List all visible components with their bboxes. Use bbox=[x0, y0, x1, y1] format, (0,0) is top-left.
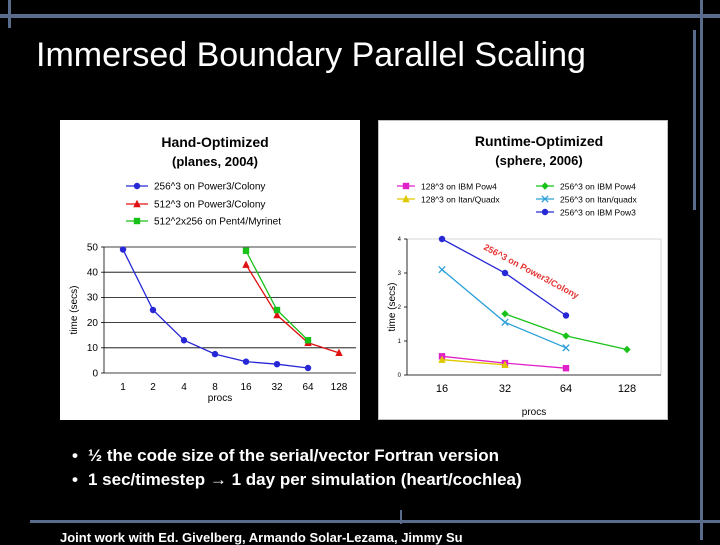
x-tick-label: 4 bbox=[181, 382, 187, 393]
x-tick-label: 2 bbox=[150, 382, 156, 393]
chart-title: Runtime-Optimized bbox=[475, 133, 603, 149]
data-point bbox=[501, 269, 509, 277]
series-line bbox=[245, 250, 309, 341]
legend-label: 256^3 on Power3/Colony bbox=[154, 182, 265, 193]
slide-title: Immersed Boundary Parallel Scaling bbox=[36, 36, 586, 74]
x-tick-label: 128 bbox=[331, 382, 348, 393]
data-point bbox=[242, 260, 250, 268]
bullet-text: 1 sec/timestep → 1 day per simulation (h… bbox=[88, 470, 522, 489]
bottom-divider-tick bbox=[400, 510, 402, 524]
bullet-item: • 1 sec/timestep → 1 day per simulation (… bbox=[72, 470, 522, 489]
y-tick-label: 1 bbox=[398, 339, 402, 345]
series-line bbox=[441, 359, 506, 366]
data-point bbox=[562, 365, 570, 372]
top-border-bar bbox=[0, 14, 720, 18]
chart-subtitle: (sphere, 2006) bbox=[495, 153, 582, 168]
data-point bbox=[273, 306, 281, 314]
legend-label: 512^2x256 on Pent4/Myrinet bbox=[154, 217, 281, 228]
footer-credits: Joint work with Ed. Givelberg, Armando S… bbox=[60, 530, 463, 545]
y-axis-title: time (secs) bbox=[387, 283, 398, 332]
x-axis-title: procs bbox=[208, 393, 232, 404]
legend-label: 256^3 on IBM Pow3 bbox=[560, 208, 636, 218]
data-point bbox=[242, 358, 250, 365]
data-point bbox=[335, 348, 343, 357]
legend-marker bbox=[402, 182, 410, 190]
data-point bbox=[438, 265, 446, 274]
y-axis-title: time (secs) bbox=[69, 286, 80, 335]
y-tick-label: 40 bbox=[87, 268, 99, 279]
data-point bbox=[211, 350, 219, 358]
hand-optimized-chart: Hand-Optimized (planes, 2004) 256^3 on Pow… bbox=[69, 134, 356, 404]
series-line bbox=[504, 313, 628, 351]
data-point bbox=[562, 344, 570, 352]
legend-marker bbox=[133, 199, 141, 208]
y-tick-label: 0 bbox=[92, 368, 98, 379]
x-tick-label: 16 bbox=[436, 383, 448, 395]
legend-marker bbox=[133, 182, 141, 190]
legend-label: 256^3 on IBM Pow4 bbox=[560, 182, 636, 192]
y-tick-label: 20 bbox=[87, 318, 99, 329]
right-accent-bar-2 bbox=[693, 30, 696, 210]
runtime-optimized-chart-panel: Runtime-Optimized (sphere, 2006) 128^3 on … bbox=[378, 120, 668, 420]
series-line bbox=[245, 264, 340, 354]
data-point bbox=[149, 306, 157, 314]
data-point bbox=[562, 312, 570, 319]
x-tick-label: 8 bbox=[212, 382, 218, 393]
data-point bbox=[304, 364, 312, 372]
legend-label: 128^3 on Itan/Quadx bbox=[421, 195, 500, 205]
legend-marker bbox=[541, 182, 549, 190]
runtime-optimized-chart: Runtime-Optimized (sphere, 2006) 128^3 on … bbox=[387, 133, 662, 418]
legend-label: 512^3 on Power3/Colony bbox=[154, 200, 265, 211]
data-point bbox=[438, 235, 446, 243]
y-tick-label: 50 bbox=[87, 242, 99, 253]
chart-subtitle: (planes, 2004) bbox=[172, 154, 258, 169]
x-axis-title: procs bbox=[522, 407, 546, 418]
data-point bbox=[242, 247, 250, 254]
y-tick-label: 0 bbox=[398, 373, 402, 379]
bottom-border-bar bbox=[30, 520, 720, 523]
data-point bbox=[501, 310, 509, 318]
chart-title: Hand-Optimized bbox=[161, 134, 268, 150]
data-point bbox=[501, 360, 509, 368]
left-accent-bar bbox=[8, 0, 11, 28]
data-point bbox=[623, 345, 631, 354]
hand-optimized-chart-panel: Hand-Optimized (planes, 2004) 256^3 on Pow… bbox=[60, 120, 360, 420]
x-tick-label: 32 bbox=[499, 383, 511, 395]
legend-marker bbox=[541, 208, 549, 216]
data-point bbox=[119, 246, 127, 253]
legend-marker bbox=[133, 217, 141, 225]
y-tick-label: 10 bbox=[87, 343, 99, 354]
x-tick-label: 128 bbox=[618, 383, 636, 395]
legend-label: 256^3 on Itan/quadx bbox=[560, 195, 638, 205]
x-tick-label: 1 bbox=[120, 382, 126, 393]
legend-label: 128^3 on IBM Pow4 bbox=[421, 182, 497, 192]
data-point bbox=[304, 337, 312, 344]
data-point bbox=[562, 332, 570, 340]
x-tick-label: 16 bbox=[240, 382, 252, 393]
x-tick-label: 64 bbox=[302, 382, 314, 393]
x-tick-label: 64 bbox=[560, 383, 572, 395]
data-point bbox=[438, 355, 446, 363]
legend-marker bbox=[541, 195, 549, 203]
y-tick-label: 4 bbox=[398, 237, 402, 243]
data-point bbox=[180, 337, 188, 344]
data-point bbox=[273, 310, 281, 319]
legend-marker bbox=[402, 194, 410, 203]
right-accent-bar bbox=[700, 0, 703, 540]
bullet-text: ½ the code size of the serial/vector For… bbox=[88, 446, 499, 465]
bullet-item: • ½ the code size of the serial/vector Fo… bbox=[72, 446, 499, 465]
y-tick-label: 3 bbox=[398, 271, 402, 277]
y-tick-label: 30 bbox=[87, 293, 99, 304]
data-point bbox=[501, 318, 509, 326]
data-point bbox=[273, 360, 281, 368]
bullet-list: • ½ the code size of the serial/vector Fo… bbox=[72, 444, 522, 492]
x-tick-label: 32 bbox=[271, 382, 283, 393]
y-tick-label: 2 bbox=[398, 305, 402, 311]
